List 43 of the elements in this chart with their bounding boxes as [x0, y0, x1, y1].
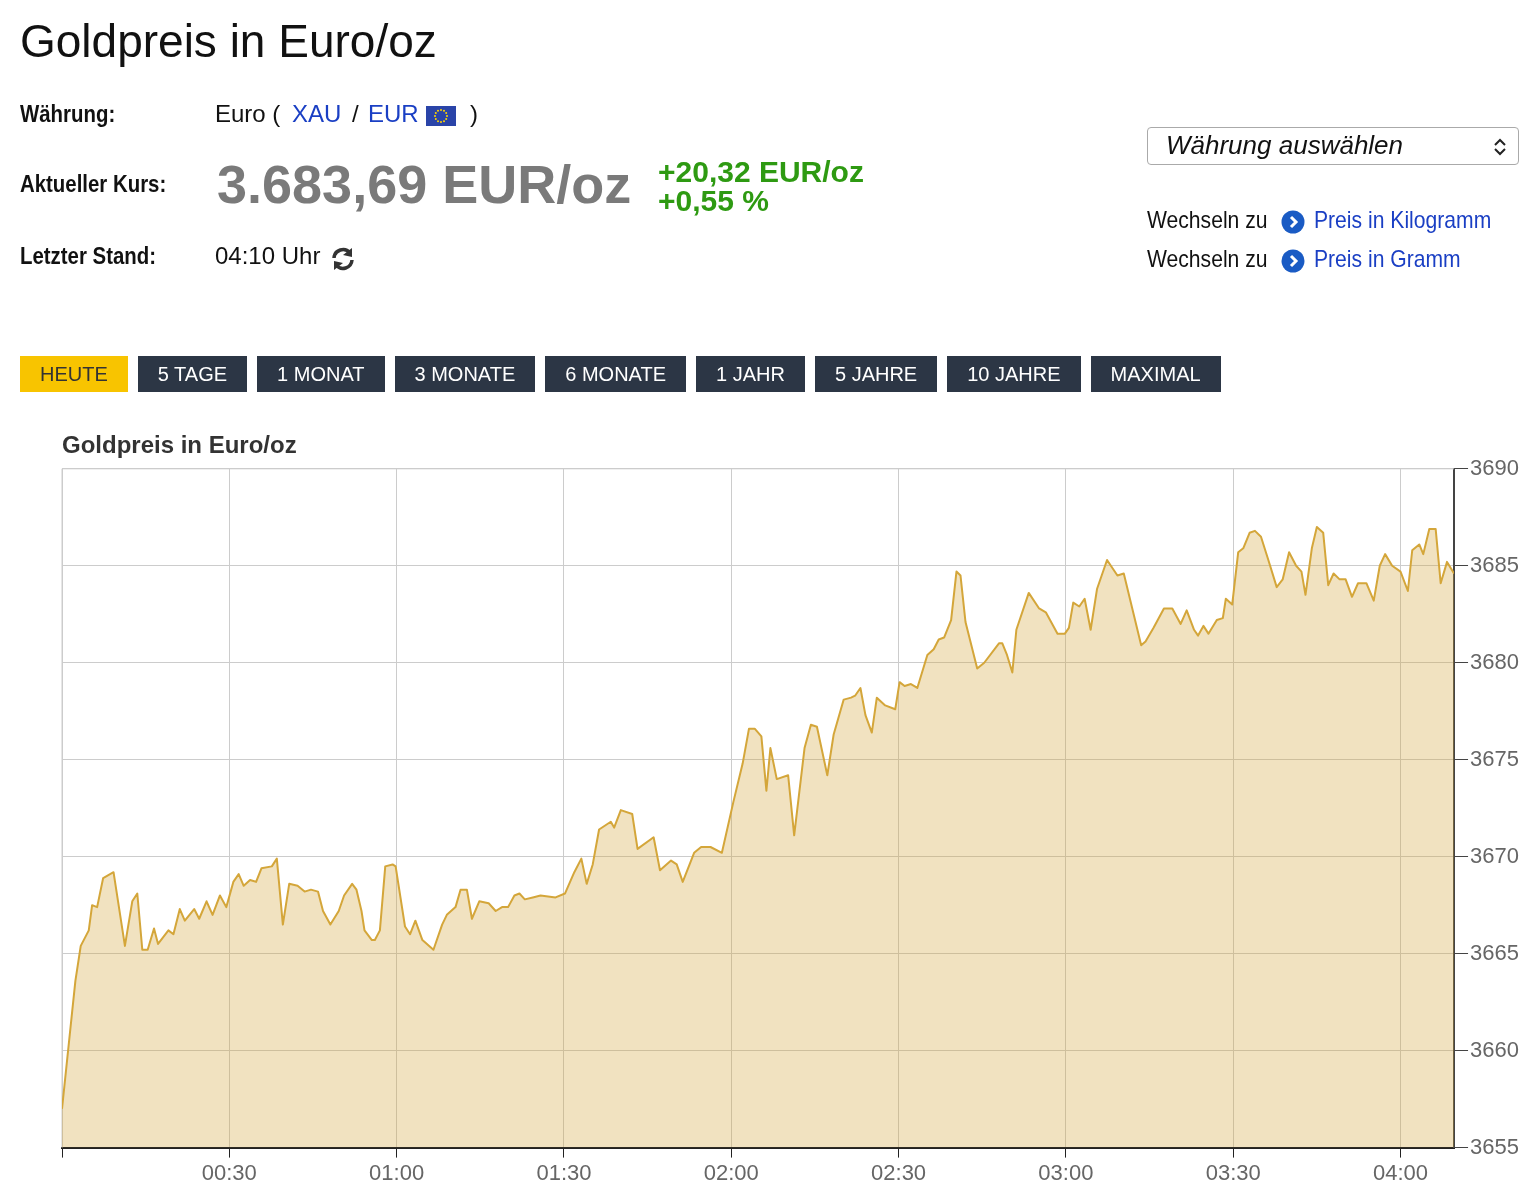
text: 6 MONATE: [545, 356, 687, 392]
text: Wechseln zu: [1147, 206, 1268, 234]
text: Wechseln zu: [1147, 245, 1268, 273]
text: EUR: [368, 100, 419, 128]
x-tick-label: 01:00: [369, 1159, 425, 1185]
text: 5 TAGE: [137, 356, 248, 392]
text: 3 MONATE: [394, 356, 536, 392]
x-tick-label: 03:00: [1038, 1159, 1094, 1185]
text: /: [352, 100, 359, 128]
text: ): [470, 100, 478, 128]
text: Aktueller Kurs:: [20, 170, 167, 198]
text: Euro (: [215, 100, 281, 128]
text: Goldpreis in Euro/oz: [20, 14, 437, 68]
x-tick-label: 02:30: [871, 1159, 927, 1185]
y-tick-label: 3670: [1470, 842, 1520, 868]
text: HEUTE: [20, 356, 128, 392]
text: 10 JAHRE: [947, 356, 1081, 392]
text: 04:10 Uhr: [215, 242, 321, 270]
text: 1 MONAT: [257, 356, 385, 392]
y-tick-label: 3690: [1470, 454, 1520, 480]
x-tick-label: 02:00: [703, 1159, 759, 1185]
text: 5 JAHRE: [814, 356, 938, 392]
text: Preis in Kilogramm: [1314, 206, 1492, 234]
text: +20,32 EUR/oz: [658, 155, 864, 189]
text: Währung auswählen: [1166, 130, 1404, 161]
y-tick-label: 3675: [1470, 745, 1520, 771]
y-tick-label: 3685: [1470, 551, 1520, 577]
y-tick-label: 3660: [1470, 1036, 1520, 1062]
x-tick-label: 01:30: [536, 1159, 592, 1185]
text: 1 JAHR: [696, 356, 805, 392]
x-tick-label: 00:30: [201, 1159, 257, 1185]
text: MAXIMAL: [1090, 356, 1221, 392]
text: XAU: [292, 100, 342, 128]
text: Währung:: [20, 100, 116, 128]
text: 3.683,69 EUR/oz: [217, 153, 632, 215]
x-tick-label: 04:00: [1372, 1159, 1429, 1185]
chart-title: Goldpreis in Euro/oz: [62, 431, 297, 459]
x-tick-label: 03:30: [1205, 1159, 1261, 1185]
text: Letzter Stand:: [20, 242, 157, 270]
y-tick-label: 3680: [1470, 648, 1520, 674]
text: Preis in Gramm: [1314, 245, 1461, 273]
y-tick-label: 3655: [1470, 1133, 1520, 1159]
y-tick-label: 3665: [1470, 939, 1520, 965]
